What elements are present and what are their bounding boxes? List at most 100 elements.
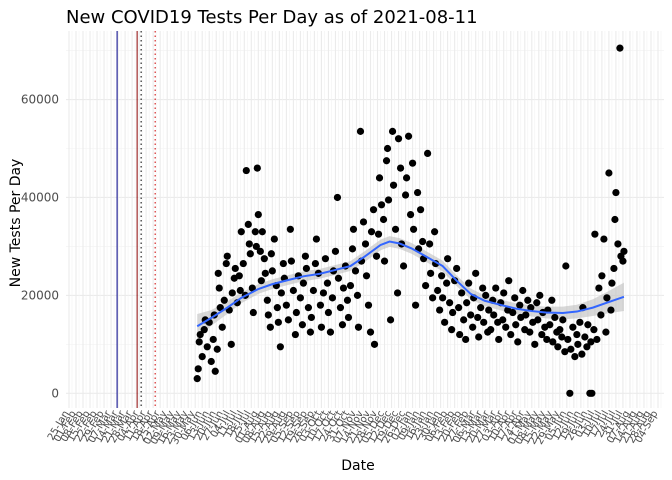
data-point [359,218,368,226]
data-point [549,338,557,346]
data-point [610,264,618,273]
data-point [602,328,610,336]
data-point [326,328,335,336]
data-point [382,157,391,165]
data-point [218,323,226,331]
data-point [482,291,490,299]
data-point [396,164,405,172]
data-point [612,188,620,197]
data-point [505,277,513,285]
data-point [336,304,345,312]
data-point [251,228,259,236]
data-point [600,235,608,243]
data-point [578,350,586,358]
data-point [236,286,244,295]
data-point [562,262,570,270]
data-point [458,289,466,297]
data-point [583,343,591,351]
data-point [424,149,432,158]
data-point [474,313,482,322]
data-point [253,164,261,172]
data-point [444,255,452,263]
data-point [479,284,487,292]
confidence-band [197,236,624,339]
data-point [588,389,596,397]
chart-title: New COVID19 Tests Per Day as of 2021-08-… [66,7,478,28]
smooth-trend-line [196,240,625,328]
data-point [546,321,554,329]
data-point [267,250,275,258]
data-point [462,335,470,344]
data-point [296,294,304,302]
data-point [227,340,235,348]
data-point [328,294,337,302]
data-point [449,308,457,317]
y-tick-label: 40000 [21,190,59,204]
data-point [362,272,371,280]
data-point [512,321,520,329]
data-point [413,188,422,197]
data-point [608,279,616,287]
data-point [597,311,605,319]
data-point [257,277,265,285]
data-point [569,323,577,331]
data-point [351,267,360,275]
data-point [490,311,498,319]
data-point [543,335,551,344]
confidence-band-area [197,236,624,339]
data-point [256,247,264,255]
data-point [448,326,456,334]
data-point [279,259,287,268]
data-point [519,286,527,295]
data-point [203,343,211,351]
data-point [441,318,449,326]
data-point [263,296,271,304]
data-point [456,330,464,339]
data-point [316,301,325,309]
data-point [522,311,530,319]
data-point [406,211,415,219]
data-point [292,308,300,317]
data-point [228,289,236,297]
data-point [220,296,228,304]
data-point [379,215,388,224]
data-point [393,289,402,297]
data-point [551,313,559,322]
data-point [391,225,400,233]
data-point [273,304,281,312]
data-point [323,279,332,287]
y-tick-label: 20000 [21,288,59,302]
data-point [422,281,430,290]
data-point [614,240,622,248]
data-point [500,289,508,297]
data-point [354,323,363,331]
data-point [598,272,606,280]
data-point [235,272,243,280]
data-point [277,289,285,297]
data-point [581,333,589,341]
smooth-line [196,240,625,328]
data-point [216,304,224,312]
data-point [561,348,569,356]
data-point [369,206,378,214]
data-point [509,308,517,317]
data-point [302,264,311,273]
data-point [526,328,534,336]
data-point [536,291,544,299]
data-point [394,135,403,143]
data-point [408,159,417,167]
data-point [239,259,247,268]
data-point [607,306,615,314]
data-point [374,230,383,238]
data-point [502,323,510,331]
data-point [366,328,375,336]
data-point [299,279,307,287]
data-point [584,321,592,329]
data-point [309,286,318,295]
data-point [436,306,444,314]
data-point [258,228,266,236]
data-point [389,181,398,189]
data-point [331,247,340,255]
data-point [480,318,488,326]
